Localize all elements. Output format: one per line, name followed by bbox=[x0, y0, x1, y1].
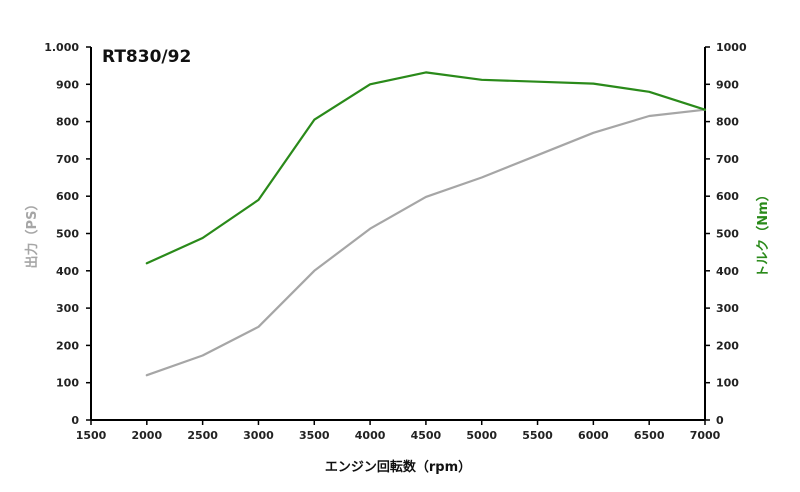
x-tick-label: 4000 bbox=[355, 429, 386, 442]
x-tick-label: 6000 bbox=[578, 429, 609, 442]
x-tick-label: 2500 bbox=[187, 429, 218, 442]
power-series-line bbox=[145, 108, 707, 377]
right-y-axis-title: トルク（Nm） bbox=[755, 188, 771, 277]
right-y-tick-label: 900 bbox=[716, 78, 739, 91]
right-y-tick-label: 100 bbox=[716, 377, 739, 390]
right-y-tick-label: 600 bbox=[716, 190, 739, 203]
axes bbox=[90, 47, 706, 421]
right-y-tick-label: 400 bbox=[716, 265, 739, 278]
series bbox=[145, 71, 707, 377]
left-y-tick-label: 1.000 bbox=[44, 41, 79, 54]
x-tick-label: 2000 bbox=[132, 429, 163, 442]
left-y-tick-label: 100 bbox=[56, 377, 79, 390]
left-y-axis-title: 出力（PS） bbox=[24, 198, 40, 269]
right-y-tick-label: 200 bbox=[716, 339, 739, 352]
left-y-tick-label: 900 bbox=[56, 78, 79, 91]
right-y-tick-label: 300 bbox=[716, 302, 739, 315]
right-y-tick-label: 0 bbox=[716, 414, 724, 427]
left-y-tick-label: 800 bbox=[56, 116, 79, 129]
x-axis-title: エンジン回転数（rpm） bbox=[325, 459, 471, 475]
x-tick-label: 7000 bbox=[690, 429, 721, 442]
right-y-tick-label: 700 bbox=[716, 153, 739, 166]
left-y-tick-label: 700 bbox=[56, 153, 79, 166]
torque-series-line bbox=[145, 71, 707, 265]
x-tick-label: 4500 bbox=[411, 429, 442, 442]
chart-title: RT830/92 bbox=[102, 47, 191, 67]
x-tick-label: 5500 bbox=[522, 429, 553, 442]
left-y-tick-label: 200 bbox=[56, 339, 79, 352]
right-y-tick-label: 1000 bbox=[716, 41, 747, 54]
left-y-tick-label: 400 bbox=[56, 265, 79, 278]
x-tick-label: 3000 bbox=[243, 429, 274, 442]
left-y-tick-label: 600 bbox=[56, 190, 79, 203]
left-y-tick-label: 300 bbox=[56, 302, 79, 315]
right-y-tick-label: 800 bbox=[716, 116, 739, 129]
right-y-tick-label: 500 bbox=[716, 228, 739, 241]
x-tick-label: 6500 bbox=[634, 429, 665, 442]
ticks: 1500 2000 2500 3000 3500 4000 4500 5000 5500 6000… bbox=[44, 41, 747, 442]
x-tick-label: 1500 bbox=[76, 429, 107, 442]
left-y-tick-label: 500 bbox=[56, 228, 79, 241]
x-tick-label: 3500 bbox=[299, 429, 330, 442]
left-y-tick-label: 0 bbox=[71, 414, 79, 427]
x-tick-label: 5000 bbox=[466, 429, 497, 442]
